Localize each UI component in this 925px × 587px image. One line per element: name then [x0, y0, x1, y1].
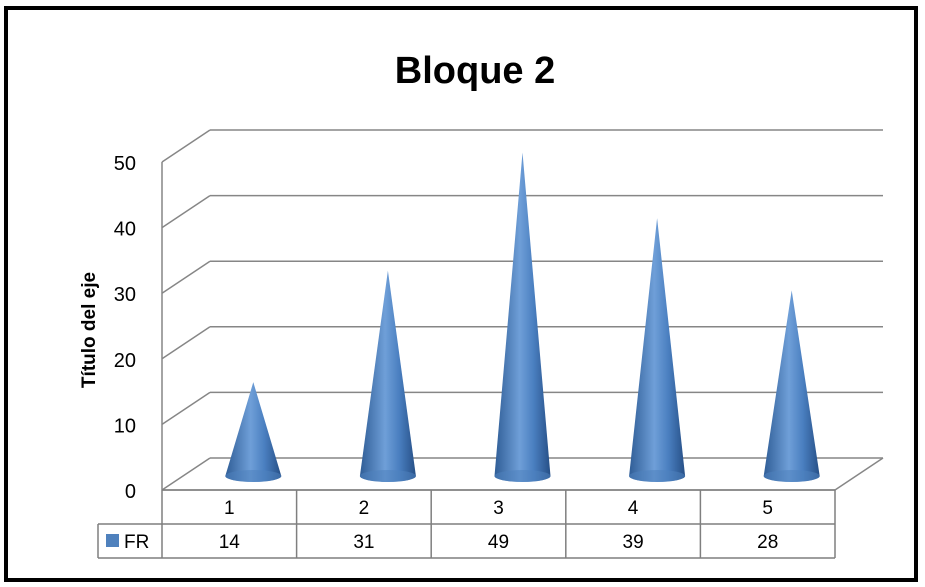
data-label: 14 [219, 532, 241, 553]
data-label: 49 [488, 532, 509, 553]
cone-1 [225, 382, 282, 482]
x-tick-label: 5 [762, 498, 773, 519]
y-axis-ticks: 0 10 20 30 40 50 [114, 153, 136, 503]
cone-2 [359, 270, 416, 482]
y-tick-label: 50 [114, 153, 136, 175]
cone-5 [763, 290, 820, 482]
y-axis-label: Título del eje [79, 272, 100, 388]
cone-bar [763, 290, 820, 482]
y-tick-label: 0 [125, 481, 136, 503]
y-tick-label: 30 [114, 284, 136, 306]
x-tick-label: 3 [493, 498, 504, 519]
gridline-side [161, 326, 211, 360]
chart-title: Bloque 2 [395, 50, 555, 92]
cone-base [225, 470, 282, 482]
legend-swatch [106, 534, 119, 547]
cones [225, 152, 820, 482]
x-tick-label: 1 [224, 498, 235, 519]
cone-4 [629, 218, 686, 482]
cone-bar [225, 382, 282, 482]
y-tick-label: 10 [114, 415, 136, 437]
cone-base [763, 470, 820, 482]
gridline-side [161, 260, 211, 294]
chart-frame [4, 6, 918, 582]
gridline-side [161, 194, 211, 229]
data-label: 31 [353, 532, 374, 553]
legend-entry: FR [124, 532, 149, 553]
gridline-side [161, 457, 211, 491]
floor-right [834, 457, 884, 491]
cone-bar [629, 218, 686, 482]
gridline-side [161, 391, 211, 426]
x-tick-label: 4 [628, 498, 639, 519]
y-tick-label: 40 [114, 219, 136, 241]
x-tick-label: 2 [359, 498, 370, 519]
cone-base [359, 470, 416, 482]
data-table: 1 2 3 4 5 14 31 49 39 28 FR [97, 489, 836, 559]
gridline-side [161, 129, 211, 163]
cone-bar [494, 152, 551, 482]
cone-base [494, 470, 551, 482]
y-tick-label: 20 [114, 350, 136, 372]
cone-base [629, 470, 686, 482]
data-label: 28 [757, 532, 778, 553]
cone-3 [494, 152, 551, 482]
cone-bar [359, 270, 416, 482]
data-label: 39 [623, 532, 644, 553]
